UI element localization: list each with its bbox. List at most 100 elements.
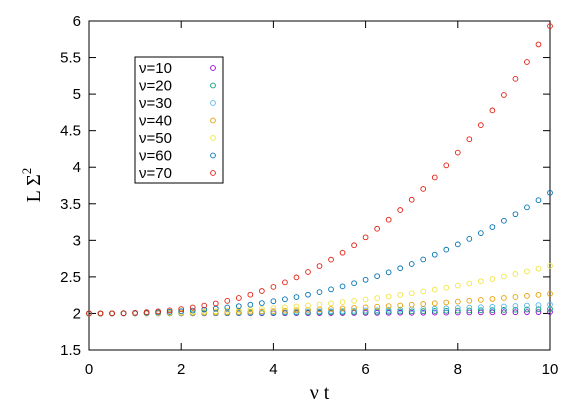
data-point <box>316 289 323 295</box>
data-point <box>270 298 277 305</box>
data-point <box>408 290 415 297</box>
data-point <box>535 302 542 308</box>
data-point <box>328 306 334 312</box>
data-point <box>466 307 473 314</box>
y-tick-label: 5.5 <box>60 50 81 67</box>
data-point <box>201 302 208 309</box>
data-point <box>501 217 507 224</box>
data-point <box>420 186 427 192</box>
data-point <box>189 304 196 311</box>
data-points <box>86 23 553 317</box>
data-point <box>351 305 357 311</box>
data-point <box>489 303 496 310</box>
data-point <box>282 307 288 314</box>
data-point <box>247 291 254 298</box>
y-tick-label: 6 <box>73 13 81 30</box>
data-point <box>466 304 473 311</box>
data-point <box>478 297 484 303</box>
data-point <box>454 282 461 289</box>
data-point <box>166 309 173 315</box>
data-point <box>454 298 461 305</box>
data-point <box>328 308 334 315</box>
data-point <box>489 307 496 313</box>
data-point <box>501 273 507 280</box>
legend-box <box>134 56 224 184</box>
data-point <box>259 308 265 315</box>
data-point <box>178 306 185 312</box>
data-point <box>443 246 450 253</box>
legend-label: ν=20 <box>139 78 172 95</box>
data-point <box>362 234 369 241</box>
data-point <box>351 307 357 314</box>
data-point <box>431 251 438 258</box>
data-point <box>385 308 392 315</box>
data-point <box>328 286 334 293</box>
data-point <box>339 305 346 312</box>
data-point <box>524 306 530 313</box>
data-point <box>201 306 208 313</box>
y-axis-label: L Σ2 <box>19 168 45 203</box>
data-point <box>512 309 519 316</box>
data-point <box>501 309 507 316</box>
data-point <box>293 274 300 281</box>
y-tick-label: 5 <box>73 86 81 103</box>
y-tick-label: 2 <box>73 305 81 322</box>
data-point <box>143 309 150 316</box>
data-point <box>547 301 553 308</box>
data-point <box>351 280 357 287</box>
data-point <box>489 224 496 230</box>
data-point <box>524 302 530 309</box>
data-point <box>524 293 530 299</box>
plot-frame <box>88 20 551 351</box>
data-point <box>443 284 450 291</box>
x-tick-label: 4 <box>269 361 277 378</box>
data-point <box>132 309 138 316</box>
legend-marker <box>210 135 216 141</box>
data-point <box>501 307 507 313</box>
data-point <box>166 307 173 314</box>
data-point <box>259 300 265 306</box>
data-point <box>547 263 553 269</box>
data-point <box>282 296 288 303</box>
data-point <box>305 302 311 309</box>
data-point <box>339 299 346 305</box>
legend-marker <box>210 152 216 159</box>
data-point <box>339 308 346 314</box>
data-point <box>547 309 553 315</box>
data-point <box>535 309 542 315</box>
data-point <box>328 300 334 307</box>
series-7 <box>86 23 553 317</box>
data-point <box>247 301 254 308</box>
data-point <box>224 307 231 314</box>
data-point <box>454 305 461 311</box>
data-point <box>478 307 484 314</box>
data-point <box>547 23 553 29</box>
data-point <box>397 265 404 272</box>
data-point <box>466 297 473 304</box>
legend-label: ν=50 <box>139 130 172 147</box>
data-point <box>178 308 185 315</box>
data-point <box>385 293 392 300</box>
data-point <box>109 310 115 317</box>
data-point <box>259 288 265 294</box>
data-point <box>466 236 473 242</box>
legend-marker <box>210 82 216 89</box>
legend-marker <box>210 117 216 124</box>
data-point <box>362 307 369 314</box>
data-point <box>489 107 496 114</box>
data-point <box>293 303 300 310</box>
data-point <box>224 298 231 304</box>
data-point <box>466 280 473 287</box>
data-point <box>489 276 496 282</box>
data-point <box>443 162 450 169</box>
data-point <box>189 307 196 314</box>
data-point <box>420 288 427 295</box>
data-point <box>443 309 450 316</box>
data-point <box>512 271 519 277</box>
y-tick-label: 1.5 <box>60 342 81 359</box>
data-point <box>408 261 415 267</box>
data-point <box>512 75 519 82</box>
data-point <box>235 303 242 310</box>
data-point <box>316 263 323 269</box>
